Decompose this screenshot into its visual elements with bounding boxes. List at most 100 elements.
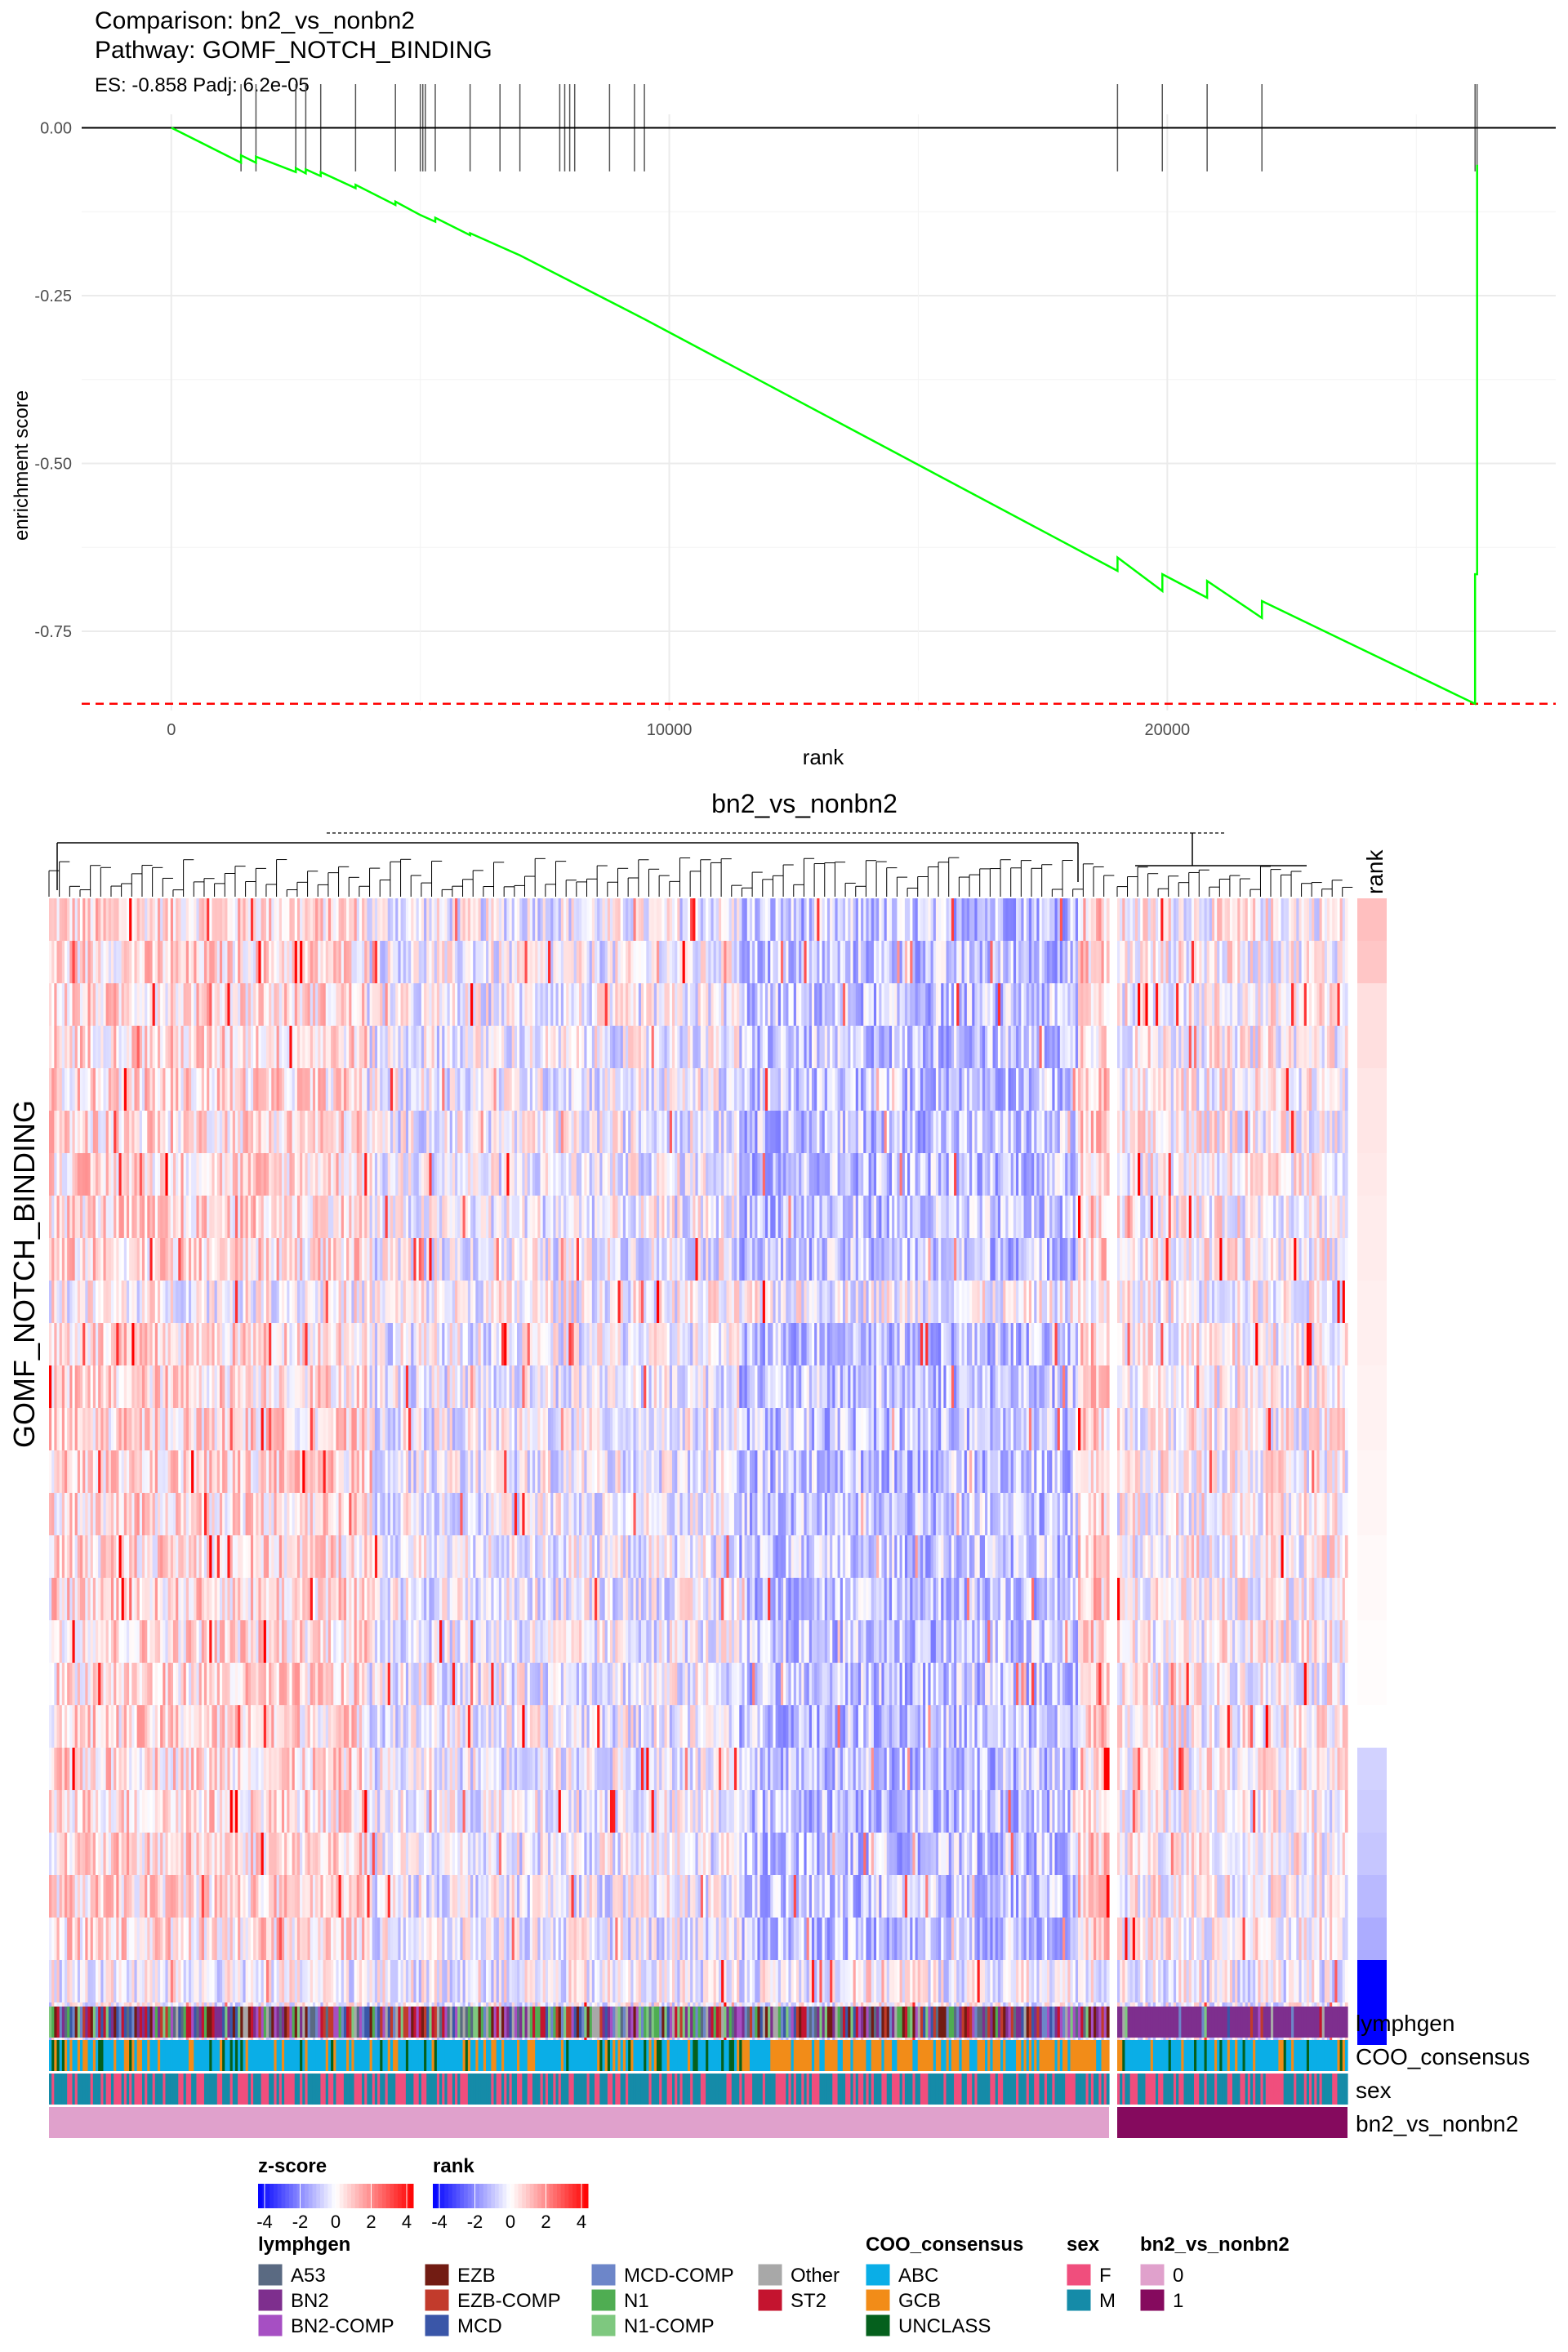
heatmap-cell (103, 941, 107, 983)
heatmap-cell (535, 983, 538, 1026)
heatmap-cell (1158, 941, 1161, 983)
heatmap-cell (1188, 898, 1192, 941)
gsea-y-tick-label: -0.25 (34, 287, 72, 305)
heatmap-cell (1070, 898, 1074, 941)
heatmap-cell (129, 898, 132, 941)
heatmap-cell (103, 983, 107, 1026)
heatmap-cell (183, 941, 187, 983)
heatmap-cell (243, 941, 247, 983)
heatmap-cell (628, 941, 631, 983)
heatmap-cell (684, 983, 688, 1026)
heatmap-cell (54, 983, 58, 1026)
heatmap-cell (289, 941, 293, 983)
heatmap-cell (560, 983, 564, 1026)
heatmap-cell (85, 898, 89, 941)
heatmap-cell (1088, 941, 1092, 983)
heatmap-cell (475, 983, 479, 1026)
heatmap-cell (227, 941, 231, 983)
heatmap-cell (377, 898, 381, 941)
heatmap-cell (855, 983, 859, 1026)
heatmap-cell (1229, 898, 1233, 941)
heatmap-cell (341, 983, 345, 1026)
heatmap-cell (1047, 941, 1050, 983)
heatmap-cell (718, 898, 722, 941)
heatmap-cell (274, 898, 278, 941)
heatmap-cell (227, 898, 231, 941)
heatmap-cell (131, 898, 136, 941)
heatmap-cell (835, 983, 839, 1026)
heatmap-cell (372, 983, 376, 1026)
heatmap-cell (331, 941, 334, 983)
heatmap-cell (1026, 941, 1030, 983)
heatmap-cell (514, 898, 518, 941)
heatmap-cell (671, 941, 675, 983)
heatmap-cell (581, 983, 585, 1026)
heatmap-cell (1296, 941, 1300, 983)
heatmap-cell (928, 983, 932, 1026)
gsea-x-tick-label: 20000 (1145, 721, 1191, 739)
heatmap-cell (1301, 898, 1305, 941)
heatmap-cell (907, 898, 911, 941)
heatmap-cell (256, 941, 260, 983)
heatmap-cell (160, 898, 163, 941)
heatmap-cell (1008, 898, 1012, 941)
heatmap-cell (95, 941, 99, 983)
heatmap-cell (65, 898, 68, 941)
heatmap-cell (79, 941, 83, 983)
heatmap-cell (118, 898, 122, 941)
heatmap-cell (948, 898, 952, 941)
heatmap-cell (933, 898, 937, 941)
heatmap-cell (300, 941, 303, 983)
heatmap-cell (923, 898, 926, 941)
heatmap-cell (110, 941, 114, 983)
heatmap-cell (222, 983, 225, 1026)
heatmap-cell (853, 983, 857, 1026)
heatmap-cell (194, 941, 198, 983)
heatmap-cell (491, 983, 495, 1026)
heatmap-cell (139, 941, 143, 983)
heatmap-cell (1294, 941, 1297, 983)
heatmap-cell (943, 941, 947, 983)
heatmap-cell (292, 983, 296, 1026)
heatmap-cell (710, 898, 715, 941)
heatmap-cell (1138, 941, 1141, 983)
heatmap-cell (1273, 898, 1276, 941)
heatmap-cell (356, 983, 360, 1026)
heatmap-cell (212, 898, 216, 941)
heatmap-cell (1101, 941, 1105, 983)
heatmap-cell (398, 983, 402, 1026)
heatmap-cell (638, 983, 642, 1026)
heatmap-cell (56, 898, 60, 941)
heatmap-cell (969, 941, 973, 983)
heatmap-cell (105, 941, 109, 983)
heatmap-cell (455, 898, 458, 941)
heatmap-cell (387, 941, 391, 983)
heatmap-cell (1054, 941, 1058, 983)
heatmap-cell (393, 898, 396, 941)
heatmap-cell (540, 941, 544, 983)
heatmap-cell (478, 898, 482, 941)
heatmap-cell (702, 941, 706, 983)
heatmap-cell (899, 941, 903, 983)
heatmap-cell (925, 941, 929, 983)
heatmap-cell (1306, 941, 1310, 983)
heatmap-cell (377, 983, 381, 1026)
heatmap-cell (79, 983, 83, 1026)
heatmap-cell (123, 898, 127, 941)
heatmap-cell (219, 983, 223, 1026)
heatmap-cell (296, 983, 301, 1026)
heatmap-cell (615, 983, 619, 1026)
heatmap-cell (457, 898, 461, 941)
heatmap-cell (209, 983, 213, 1026)
heatmap-cell (54, 898, 58, 941)
heatmap-cell (400, 983, 404, 1026)
heatmap-cell (1145, 898, 1149, 941)
heatmap-cell (773, 898, 777, 941)
heatmap-cell (1013, 941, 1017, 983)
heatmap-cell (527, 983, 531, 1026)
heatmap-cell (595, 898, 598, 941)
heatmap-cell (1078, 898, 1081, 941)
heatmap-cell (972, 941, 975, 983)
heatmap-cell (1334, 898, 1339, 941)
heatmap-cell (568, 941, 572, 983)
